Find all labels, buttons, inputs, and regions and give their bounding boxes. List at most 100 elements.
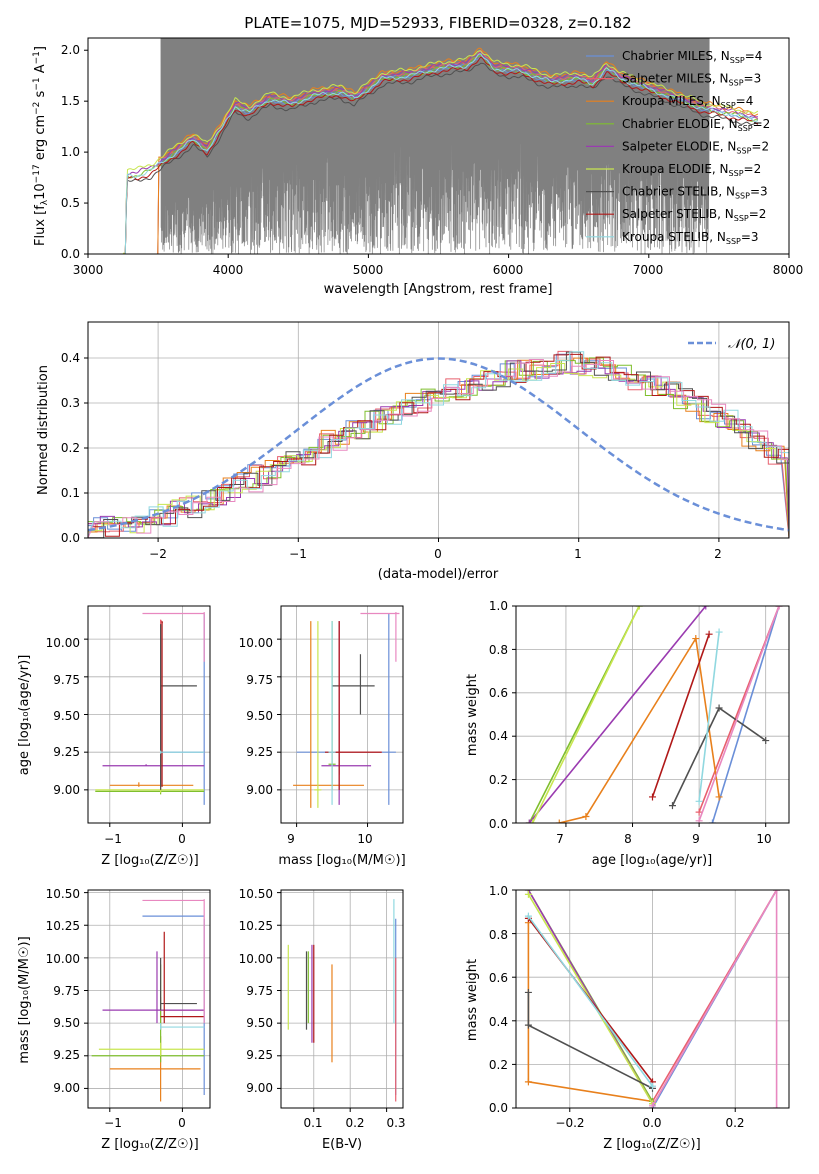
ytick: 10.00: [46, 636, 80, 650]
mass-z-xlabel: Z [log₁₀(Z/Z☉)]: [101, 1137, 198, 1152]
xtick: 10: [357, 832, 372, 846]
ytick: 0.4: [489, 729, 508, 743]
age-mass-panel: [277, 605, 404, 827]
ytick: 9.25: [53, 1048, 80, 1062]
spectrum-frame: [87, 37, 790, 255]
weight-line: [651, 633, 710, 798]
ytick: 0.0: [61, 531, 80, 545]
residual-histogram: [88, 351, 789, 538]
xtick: −2: [149, 547, 167, 561]
observed-flux-line: [160, 38, 710, 254]
mass-z-ylabel: mass [log₁₀(M/M☉)]: [17, 936, 32, 1063]
weight-line: [559, 636, 720, 823]
ytick: 0.1: [61, 486, 80, 500]
legend-label: Kroupa MILES, NSSP=4: [622, 94, 753, 110]
mass-ebv-xlabel: E(B-V): [322, 1137, 362, 1152]
weight-line: [527, 922, 653, 1103]
weight-marker: [524, 1078, 532, 1086]
xtick: 0: [434, 547, 442, 561]
residual-xlabel: (data-model)/error: [378, 567, 499, 582]
ytick: 0.6: [489, 686, 508, 700]
panel-frame: [515, 605, 790, 824]
panel-marks: [293, 612, 400, 808]
ytick: 9.00: [53, 783, 80, 797]
ytick: 10.25: [239, 919, 273, 933]
ytick: 0.4: [489, 1015, 508, 1029]
weight-marker: [582, 812, 590, 820]
legend-label: Chabrier MILES, NSSP=4: [622, 49, 762, 65]
weight-marker: [524, 1021, 532, 1029]
panel-frame: [280, 889, 404, 1109]
xtick: 0.2: [725, 1116, 744, 1130]
spectrum-yticks: 0.0 0.5 1.0 1.5 2.0: [61, 43, 80, 261]
age-vs-mass-panel-labels: mass [log₁₀(M/M☉)] 9 10 9.00 9.25 9.50 9…: [239, 636, 406, 868]
weight-marker: [524, 912, 532, 920]
weight-marker: [715, 793, 723, 801]
age-z-xlabel: Z [log₁₀(Z/Z☉)]: [101, 853, 198, 868]
weight-marker: [715, 704, 723, 712]
weight-vs-age-panel-labels: mass weight age [log₁₀(age/yr)] 7 8 9 10…: [465, 599, 772, 868]
ytick: 0.8: [489, 928, 508, 942]
mass-ebv-panel: [277, 889, 404, 1112]
weight-marker: [524, 890, 532, 898]
ytick: 0.0: [61, 247, 80, 261]
ytick: 0.0: [489, 1101, 508, 1115]
ytick: 9.75: [53, 984, 80, 998]
weight-marker: [773, 890, 781, 894]
spectrum-xticks: 3000 4000 5000 6000 7000 8000: [73, 263, 804, 277]
weight-z-ylabel: mass weight: [465, 959, 480, 1041]
age-z-panel: [84, 605, 211, 827]
residual-clipped-group: [88, 350, 789, 538]
xtick: 0: [178, 1116, 186, 1130]
ytick: 9.00: [53, 1081, 80, 1095]
weight-line: [527, 915, 654, 1087]
weight-line: [698, 631, 720, 802]
weight-marker: [708, 819, 716, 823]
mass-z-panel: [84, 889, 211, 1112]
xtick: 3000: [73, 263, 104, 277]
xtick: 7: [556, 832, 564, 846]
weight-marker: [715, 628, 723, 636]
weight-line: [531, 606, 640, 823]
ytick: 9.25: [246, 1048, 273, 1062]
ytick: 0.0: [489, 817, 508, 831]
spectrum-xlabel: wavelength [Angstrom, rest frame]: [324, 282, 553, 297]
xtick: 6000: [493, 263, 524, 277]
weight-age-panel: [512, 605, 790, 827]
ytick: 0.2: [61, 441, 80, 455]
weight-marker: [695, 817, 703, 823]
ytick: 9.75: [246, 984, 273, 998]
weight-z-xlabel: Z [log₁₀(Z/Z☉)]: [603, 1137, 700, 1152]
xtick: 0.1: [303, 1116, 322, 1130]
legend-label: Salpeter MILES, NSSP=3: [622, 72, 761, 88]
xtick: 9: [287, 832, 295, 846]
weight-marker: [692, 635, 700, 643]
ytick: 9.00: [246, 1081, 273, 1095]
panel-marks: [91, 899, 205, 1102]
weight-age-xlabel: age [log₁₀(age/yr)]: [592, 853, 713, 868]
xtick: −1: [289, 547, 307, 561]
weight-line: [711, 606, 780, 823]
ytick: 1.0: [61, 145, 80, 159]
weight-marker: [555, 819, 563, 823]
xtick: 5000: [353, 263, 384, 277]
residual-histogram: [88, 360, 789, 538]
panel-marks: [287, 899, 397, 1102]
model-spectrum-line: [123, 62, 759, 254]
ytick: 9.50: [53, 709, 80, 723]
residual-plot-area: [84, 322, 789, 542]
weight-marker: [529, 819, 537, 823]
gaussian-legend-label: 𝒩(0, 1): [728, 337, 775, 352]
residual-ylabel: Normed distribution: [36, 365, 51, 495]
xtick: 9: [692, 832, 700, 846]
xtick: 0.3: [386, 1116, 405, 1130]
weight-marker: [775, 606, 783, 610]
ytick: 10.00: [46, 952, 80, 966]
parameter-panels: [84, 605, 790, 1112]
weight-marker: [524, 988, 532, 996]
gaussian-curve: [88, 357, 789, 532]
age-vs-Z-panel-labels: age [log₁₀(age/yr)] Z [log₁₀(Z/Z☉)] −1 0…: [17, 636, 199, 868]
ytick: 0.4: [61, 351, 80, 365]
ytick: 10.00: [239, 952, 273, 966]
